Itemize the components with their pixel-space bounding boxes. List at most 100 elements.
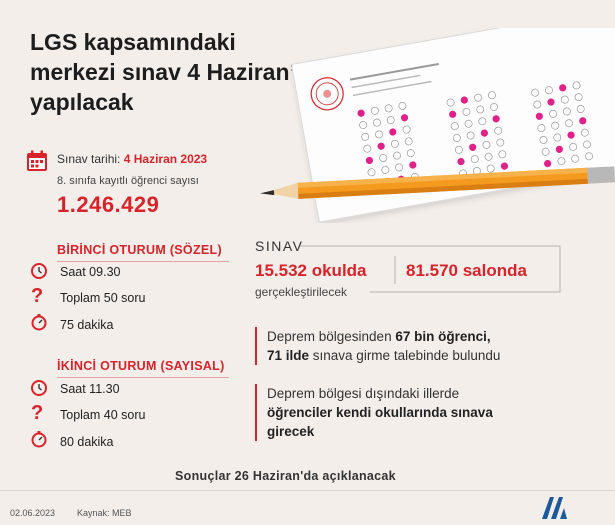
answer-bubble [398, 101, 407, 110]
answer-bubble [569, 142, 578, 151]
venue-frame [300, 245, 561, 293]
session1-heading: BİRİNCİ OTURUM (SÖZEL) [57, 243, 229, 262]
answer-bubble [375, 130, 383, 139]
venue-schools: 15.532 okulda [255, 261, 367, 280]
answer-bubble [400, 114, 409, 122]
answer-bubble [565, 119, 573, 128]
answer-bubble [555, 145, 563, 153]
answer-bubble [450, 122, 459, 131]
exam-date: Sınav tarihi: 4 Haziran 2023 [57, 152, 207, 166]
answer-sheet-illustration [260, 28, 615, 223]
answer-bubble [377, 142, 385, 150]
pencil-icon [260, 166, 615, 199]
answer-bubble [580, 128, 589, 137]
answer-bubble [492, 115, 500, 123]
note1-post: sınava girme talebinde bulundu [309, 348, 501, 363]
stopwatch-icon [31, 314, 47, 331]
answer-bubble [367, 168, 376, 177]
note-earthquake-requests: Deprem bölgesinden 67 bin öğrenci, 71 il… [255, 327, 565, 365]
student-count-label: 8. sınıfa kayıtlı öğrenci sayısı [57, 175, 199, 187]
answer-bubble [359, 121, 368, 129]
answer-bubble [496, 138, 505, 147]
answer-bubble [474, 93, 483, 102]
answer-bubble [490, 103, 498, 111]
answer-bubble [478, 117, 487, 126]
answer-bubble [361, 132, 370, 141]
answer-bubble [579, 117, 587, 125]
venue-suffix: gerçekleştirilecek [255, 285, 348, 299]
answer-bubble [582, 140, 591, 149]
answer-bubble [486, 164, 495, 173]
divider [0, 490, 615, 491]
answer-bubble [533, 100, 542, 109]
answer-bubble [449, 110, 457, 118]
answer-bubble [460, 96, 468, 104]
answer-bubble [464, 119, 473, 128]
answer-bubble [363, 144, 372, 153]
page-title: LGS kapsamındaki merkezi sınav 4 Haziran… [30, 27, 370, 117]
answer-bubble [370, 106, 379, 115]
results-announcement: Sonuçlar 26 Haziran'da açıklanacak [175, 469, 396, 483]
stopwatch-icon [31, 431, 47, 448]
venue-box: SINAV [255, 238, 303, 254]
aa-logo-icon [542, 497, 567, 519]
answer-bubble [454, 145, 463, 154]
answer-bubble [572, 81, 581, 90]
answer-bubble [384, 104, 393, 113]
answer-bubble [357, 109, 365, 117]
answer-bubble [466, 131, 475, 140]
answer-bubble [402, 125, 411, 134]
footer-date: 02.06.2023 [10, 508, 56, 518]
answer-bubble [409, 161, 417, 169]
note1-bold2: 71 ilde [267, 348, 310, 363]
answer-bubble [406, 149, 415, 158]
answer-bubble [494, 126, 503, 135]
answer-bubble [553, 133, 562, 142]
title-line-2: merkezi sınav 4 Haziran’da [30, 59, 323, 85]
session2-heading: İKİNCİ OTURUM (SAYISAL) [57, 359, 229, 378]
answer-bubble [535, 112, 543, 120]
answer-bubble [446, 98, 455, 107]
question-mark-icon: ? [31, 285, 44, 307]
answer-bubble [544, 159, 552, 168]
exam-date-label: Sınav tarihi: [57, 152, 121, 166]
answer-bubble [476, 105, 485, 114]
answer-bubble [480, 129, 489, 137]
session1-time: Saat 09.30 [60, 265, 121, 279]
session2-duration: 80 dakika [60, 435, 114, 449]
answer-bubble [482, 140, 491, 149]
answer-bubble [557, 157, 566, 166]
answer-bubble [498, 150, 507, 159]
answer-bubble [531, 88, 540, 97]
answer-bubble [389, 128, 397, 136]
calendar-icon [27, 150, 47, 171]
answer-bubble [470, 155, 479, 164]
answer-bubble [562, 107, 571, 116]
question-mark-icon: ? [31, 402, 44, 424]
venue-halls: 81.570 salonda [406, 261, 527, 280]
answer-bubble [487, 91, 496, 100]
answer-bubble [462, 107, 471, 116]
session2-time: Saat 11.30 [60, 382, 120, 396]
title-line-3: yapılacak [30, 89, 134, 115]
answer-bubble [386, 116, 395, 125]
answer-bubble [500, 162, 509, 170]
clock-icon [31, 380, 47, 396]
answer-bubble [544, 86, 553, 95]
answer-bubble [537, 124, 546, 133]
answer-bubble [539, 135, 548, 144]
answer-bubble [452, 134, 461, 142]
answer-bubble [373, 118, 381, 127]
answer-sheet-paper [290, 28, 615, 223]
answer-bubble [549, 109, 558, 118]
student-count-value: 1.246.429 [57, 192, 160, 217]
note1-text: Deprem bölgesinden [267, 329, 396, 344]
answer-bubble [541, 147, 550, 156]
footer-source: Kaynak: MEB [77, 508, 132, 518]
answer-bubble [585, 152, 593, 161]
answer-bubbles-group [357, 81, 593, 189]
answer-bubble [469, 143, 477, 151]
answer-bubble [365, 156, 374, 165]
session1-questions: Toplam 50 soru [60, 291, 146, 305]
clock-icon [31, 263, 47, 279]
